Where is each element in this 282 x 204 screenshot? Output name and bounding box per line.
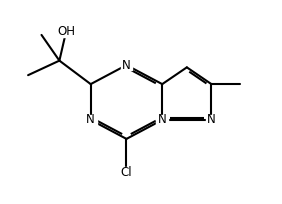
- Bar: [117, 167, 136, 177]
- Text: Cl: Cl: [121, 166, 132, 179]
- Bar: [57, 27, 75, 37]
- Text: N: N: [207, 113, 216, 126]
- Text: N: N: [86, 113, 95, 126]
- Text: N: N: [158, 113, 167, 126]
- Bar: [85, 115, 97, 125]
- Text: N: N: [122, 59, 131, 72]
- Bar: [206, 115, 217, 125]
- Bar: [156, 115, 168, 125]
- Bar: [120, 60, 132, 70]
- Text: OH: OH: [57, 25, 75, 38]
